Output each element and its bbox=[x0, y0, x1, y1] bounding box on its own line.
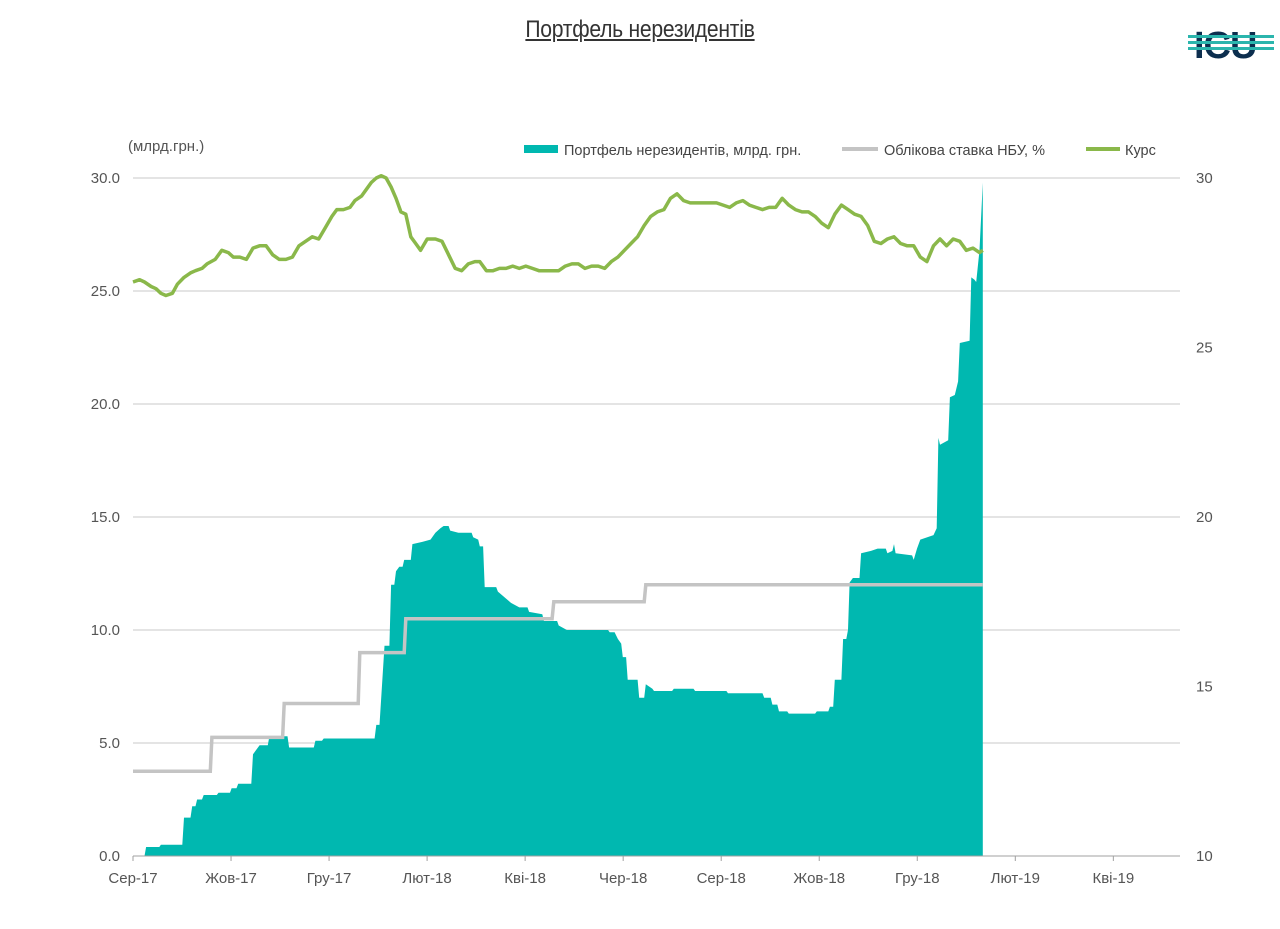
legend-swatch-portfolio bbox=[524, 145, 558, 153]
portfolio-area bbox=[133, 182, 983, 856]
left-tick-label: 20.0 bbox=[91, 396, 120, 413]
left-tick-label: 30.0 bbox=[91, 170, 120, 187]
fx-line-layer bbox=[132, 173, 984, 298]
x-tick-label: Чер-18 bbox=[599, 870, 647, 887]
right-tick-label: 25 bbox=[1196, 340, 1213, 357]
left-tick-label: 25.0 bbox=[91, 283, 120, 300]
left-axis-ticks: 0.0 5.0 10.0 15.0 20.0 25.0 30.0 bbox=[91, 170, 120, 865]
right-tick-label: 30 bbox=[1196, 170, 1213, 187]
left-tick-label: 5.0 bbox=[99, 735, 120, 752]
portfolio-area-layer bbox=[133, 182, 983, 856]
x-tick-label: Жов-18 bbox=[793, 870, 845, 887]
left-tick-label: 15.0 bbox=[91, 509, 120, 526]
x-tick-label: Кві-19 bbox=[1092, 870, 1134, 887]
rate-line bbox=[133, 583, 983, 774]
icu-logo: ICU bbox=[1188, 25, 1274, 64]
right-axis-ticks: 10 15 20 25 30 bbox=[1196, 170, 1213, 865]
left-axis-unit-label: (млрд.грн.) bbox=[128, 138, 204, 155]
axes bbox=[132, 855, 1180, 861]
left-tick-label: 0.0 bbox=[99, 848, 120, 865]
x-tick-label: Кві-18 bbox=[504, 870, 546, 887]
x-axis-ticks: Сер-17 Жов-17 Гру-17 Лют-18 Кві-18 Чер-18 Сер-… bbox=[108, 870, 1134, 887]
legend: Портфель нерезидентів, млрд. грн. Обліко… bbox=[524, 143, 1156, 159]
chart-title: Портфель нерезидентів bbox=[525, 16, 755, 43]
x-tick-label: Гру-17 bbox=[307, 870, 352, 887]
legend-label-rate: Облікова ставка НБУ, % bbox=[884, 143, 1045, 159]
right-tick-label: 10 bbox=[1196, 848, 1213, 865]
x-tick-label: Лют-19 bbox=[991, 870, 1040, 887]
fx-line bbox=[132, 173, 984, 298]
x-tick-label: Сер-17 bbox=[108, 870, 157, 887]
legend-label-portfolio: Портфель нерезидентів, млрд. грн. bbox=[564, 143, 801, 159]
right-tick-label: 15 bbox=[1196, 679, 1213, 696]
x-tick-label: Лют-18 bbox=[402, 870, 451, 887]
svg-text:ICU: ICU bbox=[1194, 25, 1256, 64]
x-tick-label: Сер-18 bbox=[697, 870, 746, 887]
left-tick-label: 10.0 bbox=[91, 622, 120, 639]
x-tick-label: Гру-18 bbox=[895, 870, 940, 887]
x-tick-label: Жов-17 bbox=[205, 870, 257, 887]
legend-label-fx: Курс bbox=[1125, 143, 1156, 159]
rate-line-layer bbox=[133, 583, 983, 774]
gridlines bbox=[133, 177, 1180, 744]
right-tick-label: 20 bbox=[1196, 509, 1213, 526]
